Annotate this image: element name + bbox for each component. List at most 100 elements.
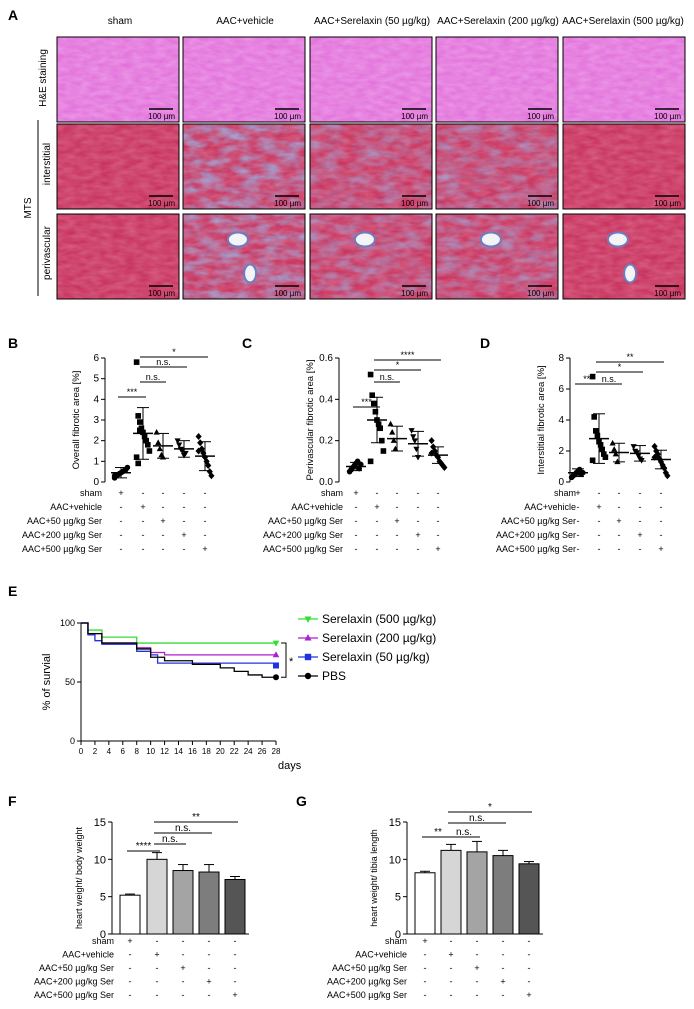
table-mark: - [450,977,453,987]
table-mark: - [437,502,440,512]
legend-marker [304,672,312,680]
x-tick-label: 22 [230,747,239,756]
micrograph-border [562,123,686,210]
data-point [137,419,143,425]
x-axis-title: days [278,760,302,772]
y-tick-label: 50 [65,677,75,687]
table-row-label: AAC+vehicle [62,950,114,960]
data-point [411,438,418,445]
scale-bar-label: 100 µm [527,112,554,121]
table-mark: - [129,950,132,960]
legend-marker [304,634,312,641]
table-row-label: AAC+50 µg/kg Ser [268,516,343,526]
data-point [111,473,118,479]
significance-label: n.s. [146,372,161,382]
legend-label: Serelaxin (500 µg/kg) [322,612,436,626]
y-tick-label: 0.2 [319,436,333,447]
table-mark: - [577,530,580,540]
legend-label: PBS [322,669,346,683]
micrograph-border [309,123,433,210]
table-row-label: AAC+50 µg/kg Ser [27,516,102,526]
table-mark: - [476,936,479,946]
table-mark: - [660,488,663,498]
x-tick-label: 20 [216,747,225,756]
table-mark: - [417,544,420,554]
table-mark: + [415,530,420,540]
micrograph-border [56,213,180,300]
data-point [145,442,151,448]
scale-bar-label: 100 µm [148,112,175,121]
significance-bracket [281,642,287,678]
data-point [137,427,143,434]
data-point [664,472,671,480]
table-mark: + [474,963,479,973]
table-row-label: AAC+50 µg/kg Ser [332,963,407,973]
table-mark: + [202,544,207,554]
vessel-lumen [623,263,638,284]
data-point [651,442,658,450]
table-mark: - [417,502,420,512]
data-point [408,428,415,434]
table-mark: - [142,488,145,498]
table-mark: - [424,963,427,973]
micrograph-border [56,123,180,210]
table-mark: - [156,990,159,1000]
table-mark: - [396,502,399,512]
y-tick-label: 0 [395,929,401,941]
table-mark: - [639,516,642,526]
table-row-label: AAC+vehicle [291,502,343,512]
data-point [609,439,616,446]
micrograph-texture [57,37,179,122]
panel-f-label: F [8,793,17,809]
table-mark: + [180,963,185,973]
table-row-label: sham [92,936,114,946]
data-point [389,429,396,435]
table-mark: - [376,544,379,554]
significance-label: **** [400,350,415,360]
treatment-table: sham + - - - - AAC+vehicle - + - - - AAC+50 µg/kg Se… [327,936,532,1000]
table-mark: - [502,950,505,960]
data-point [611,446,618,452]
table-mark: + [160,516,165,526]
data-point [614,458,621,465]
table-mark: - [618,488,621,498]
table-mark: - [660,516,663,526]
micrograph-border [182,213,306,300]
micrograph-texture [57,124,179,209]
scale-bar-label: 100 µm [654,289,681,298]
table-mark: - [234,963,237,973]
table-row-label: AAC+vehicle [355,950,407,960]
vessel-lumen [226,231,249,248]
y-tick-label: 0 [100,929,106,941]
table-mark: - [208,936,211,946]
micrograph-r2-c1: 100 µm [182,213,306,300]
col-label-sham: sham [108,16,132,27]
table-mark: - [204,488,207,498]
panel-g: G 0 5 10 15 heart weight/ tibia length ** n.s.… [296,793,543,1000]
bar [518,863,540,935]
data-point [195,447,202,455]
table-row-label: AAC+200 µg/kg Ser [327,977,407,987]
table-mark: - [142,544,145,554]
table-mark: - [355,544,358,554]
table-mark: - [396,530,399,540]
data-point [589,373,596,380]
x-tick-label: 8 [134,747,139,756]
micrograph-r0-c4: 100 µm [562,36,686,123]
micrograph-border [435,123,559,210]
y-tick-label: 0.6 [319,353,333,364]
panel-a: A sham AAC+vehicle AAC+Serelaxin (50 µg/… [8,7,686,300]
data-point [143,437,149,444]
significance-label: * [289,656,294,668]
table-mark: - [120,544,123,554]
panel-c-label: C [242,335,252,351]
panel-g-label: G [296,793,307,809]
table-mark: - [120,502,123,512]
table-row-label: AAC+200 µg/kg Ser [34,977,114,987]
fibrosis-overlay [310,214,432,299]
y-axis-title: heart weight/ tibia length [369,829,379,927]
survival-curve [81,622,276,678]
table-mark: - [618,544,621,554]
data-point [392,445,399,452]
